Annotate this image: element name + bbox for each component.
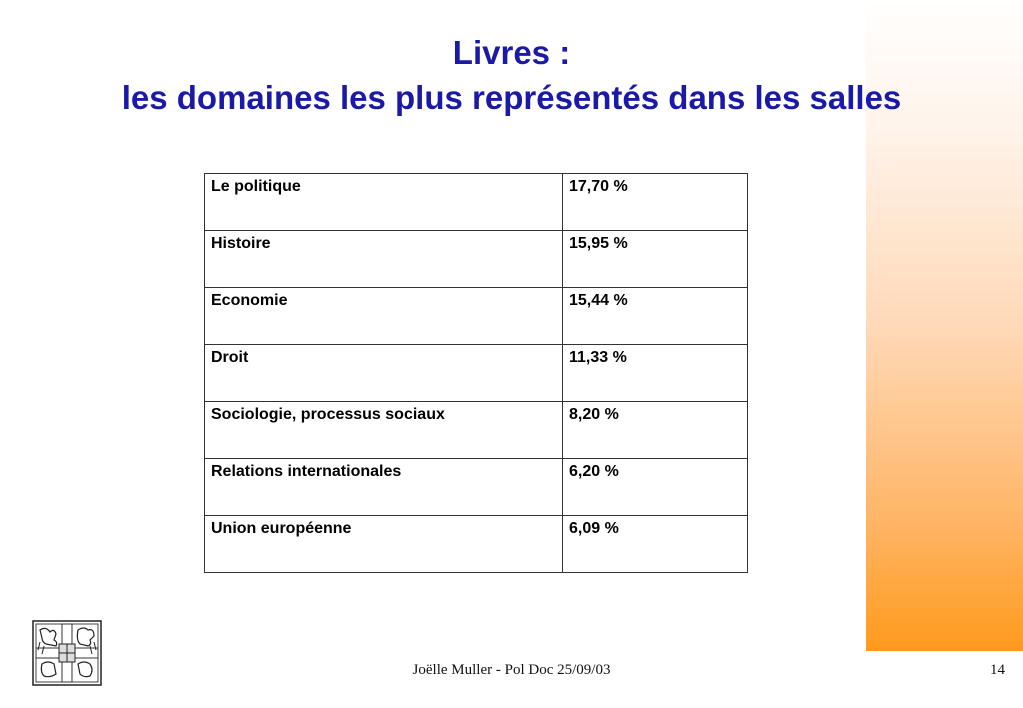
table-row: Le politique 17,70 %	[204, 173, 748, 231]
table-row: Histoire 15,95 %	[204, 230, 748, 288]
table-row: Relations internationales 6,20 %	[204, 458, 748, 516]
domain-cell: Union européenne	[204, 515, 563, 573]
domain-cell: Sociologie, processus sociaux	[204, 401, 563, 459]
domain-cell: Histoire	[204, 230, 563, 288]
table-row: Union européenne 6,09 %	[204, 515, 748, 573]
percent-cell: 15,44 %	[562, 287, 748, 345]
page-number: 14	[990, 662, 1005, 678]
decorative-orange-gradient	[866, 0, 1023, 651]
footer-author-date: Joëlle Muller - Pol Doc 25/09/03	[412, 662, 611, 678]
domain-cell: Relations internationales	[204, 458, 563, 516]
table-row: Sociologie, processus sociaux 8,20 %	[204, 401, 748, 459]
percent-cell: 15,95 %	[562, 230, 748, 288]
percent-cell: 6,09 %	[562, 515, 748, 573]
slide-title-line2: les domaines les plus représentés dans l…	[121, 79, 902, 116]
slide-title: Livres : les domaines les plus représent…	[0, 30, 1023, 120]
coat-of-arms-icon	[32, 620, 102, 686]
domain-cell: Droit	[204, 344, 563, 402]
percent-cell: 17,70 %	[562, 173, 748, 231]
domain-cell: Economie	[204, 287, 563, 345]
percent-cell: 6,20 %	[562, 458, 748, 516]
percent-cell: 8,20 %	[562, 401, 748, 459]
slide-title-line1: Livres :	[452, 34, 571, 71]
percent-cell: 11,33 %	[562, 344, 748, 402]
table-row: Droit 11,33 %	[204, 344, 748, 402]
table-row: Economie 15,44 %	[204, 287, 748, 345]
domains-table: Le politique 17,70 % Histoire 15,95 % Ec…	[204, 173, 748, 573]
domain-cell: Le politique	[204, 173, 563, 231]
